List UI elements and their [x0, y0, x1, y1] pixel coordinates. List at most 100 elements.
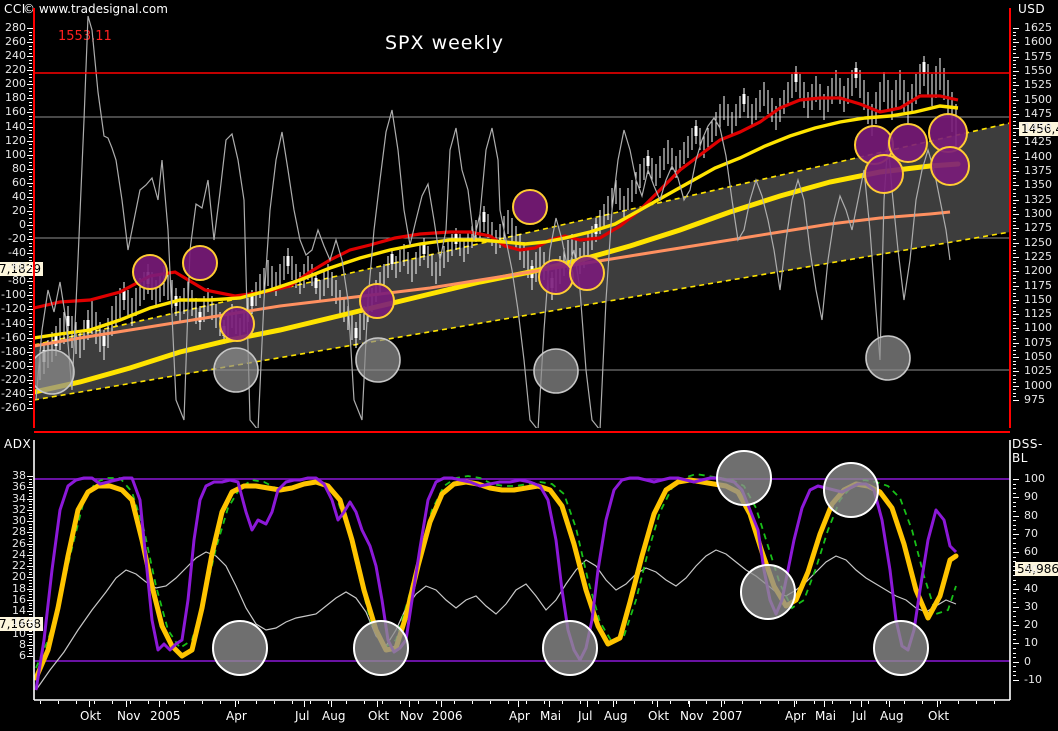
upper-left-minor-tick — [29, 400, 32, 402]
lower-left-tick-label: 24 — [12, 547, 26, 561]
lower-right-minor-tick — [1013, 579, 1016, 581]
upper-left-tick-mark — [27, 154, 33, 156]
upper-right-tick-label: 1625 — [1024, 21, 1052, 34]
upper-left-minor-tick — [29, 369, 32, 371]
upper-left-tick-label: 260 — [5, 35, 26, 49]
xaxis-tick-label: Aug — [604, 709, 628, 723]
xaxis-minor-tick — [400, 701, 401, 704]
upper-right-minor-tick — [1013, 346, 1016, 348]
lower-left-minor-tick — [29, 540, 32, 542]
upper-left-tick-label: -160 — [1, 330, 26, 344]
upper-right-minor-tick — [1013, 53, 1016, 55]
lower-right-tick-label: 30 — [1024, 599, 1038, 613]
upper-left-minor-tick — [29, 151, 32, 153]
upper-left-minor-tick — [29, 386, 32, 388]
upper-left-tick-label: -80 — [8, 274, 26, 288]
xaxis-minor-tick — [202, 701, 203, 704]
dss-purple-line — [34, 476, 958, 691]
upper-right-minor-tick — [1013, 292, 1016, 294]
upper-left-tick-mark — [27, 337, 33, 339]
upper-left-minor-tick — [29, 119, 32, 121]
upper-right-tick-mark — [1013, 99, 1019, 101]
lower-panel-plot — [34, 450, 1010, 691]
upper-left-minor-tick — [29, 147, 32, 149]
lower-left-minor-tick — [29, 616, 32, 618]
lower-left-minor-tick — [29, 608, 32, 610]
upper-right-minor-tick — [1013, 117, 1016, 119]
upper-left-tick-mark — [27, 379, 33, 381]
upper-left-minor-tick — [29, 49, 32, 51]
xaxis-tick-mark — [824, 701, 825, 707]
xaxis-tick-label: 2006 — [432, 709, 463, 723]
lower-right-minor-tick — [1013, 565, 1016, 567]
upper-left-tick-label: 240 — [5, 49, 26, 63]
upper-right-tick-label: 1575 — [1024, 49, 1052, 63]
lower-right-tick-mark — [1013, 479, 1019, 480]
xaxis-tick-label: 2007 — [712, 709, 743, 723]
lower-left-tick-mark — [27, 554, 33, 556]
upper-left-tick-label: -40 — [8, 246, 26, 260]
lower-left-minor-tick — [29, 518, 32, 520]
upper-right-tick-label: 1225 — [1024, 249, 1052, 263]
upper-left-tick-mark — [27, 239, 33, 241]
xaxis-tick-label: Mai — [540, 709, 562, 723]
xaxis-minor-tick — [886, 701, 887, 704]
lower-left-minor-tick — [29, 636, 32, 638]
upper-left-tick-mark — [27, 168, 33, 170]
lower-right-minor-tick — [1013, 638, 1016, 640]
upper-left-minor-tick — [29, 161, 32, 163]
upper-right-tick-label: 1100 — [1024, 321, 1052, 335]
upper-right-minor-tick — [1013, 110, 1016, 112]
xaxis-tick-mark — [89, 701, 90, 707]
regression-channel-fill — [34, 123, 1010, 400]
xaxis-minor-tick — [382, 701, 383, 704]
lower-left-minor-tick — [29, 605, 32, 607]
upper-right-minor-tick — [1013, 35, 1016, 37]
lower-left-tick-mark — [27, 532, 33, 534]
upper-left-minor-tick — [29, 372, 32, 374]
upper-right-minor-tick — [1013, 188, 1016, 190]
lower-left-minor-tick — [29, 650, 32, 652]
lower-right-minor-tick — [1013, 506, 1016, 508]
xaxis-minor-tick — [472, 701, 473, 704]
upper-left-minor-tick — [29, 38, 32, 40]
xaxis-tick-mark — [613, 701, 614, 707]
upper-left-minor-tick — [29, 341, 32, 343]
upper-right-minor-tick — [1013, 353, 1016, 355]
upper-left-tick-mark — [27, 408, 33, 409]
xaxis-minor-tick — [904, 701, 905, 704]
xaxis-tick-mark — [721, 701, 722, 707]
xaxis-tick-label: Okt — [928, 709, 950, 723]
upper-left-minor-tick — [29, 327, 32, 329]
upper-left-tick-mark — [27, 323, 33, 325]
upper-right-tick-mark — [1013, 142, 1019, 144]
upper-left-tick-label: 100 — [5, 147, 26, 161]
lower-left-tick-label: 26 — [12, 536, 26, 550]
xaxis-minor-tick — [76, 701, 77, 704]
upper-left-tick-label: 140 — [5, 119, 26, 133]
lower-left-minor-tick — [29, 653, 32, 655]
upper-right-minor-tick — [1013, 196, 1016, 198]
xaxis-minor-tick — [490, 701, 491, 704]
lower-left-minor-tick — [29, 504, 32, 506]
lower-left-tick-mark — [27, 588, 33, 590]
lower-right-minor-tick — [1013, 501, 1016, 503]
upper-right-minor-tick — [1013, 339, 1016, 341]
xaxis-tick-label: Jul — [852, 709, 867, 723]
upper-right-minor-tick — [1013, 303, 1016, 305]
upper-right-minor-tick — [1013, 317, 1016, 319]
upper-right-tick-label: 1325 — [1024, 192, 1052, 206]
lower-right-tick-mark — [1013, 643, 1019, 645]
upper-left-minor-tick — [29, 80, 32, 82]
upper-left-tick-mark — [27, 28, 33, 29]
lower-left-tick-mark — [27, 622, 33, 624]
lower-left-tick-label: 16 — [12, 592, 26, 606]
upper-right-minor-tick — [1013, 49, 1016, 51]
upper-left-minor-tick — [29, 123, 32, 124]
lower-left-tick-label: 22 — [12, 559, 26, 572]
upper-right-minor-tick — [1013, 364, 1016, 366]
xaxis-minor-tick — [526, 701, 527, 704]
xaxis-tick-label: Nov — [400, 709, 424, 723]
upper-left-tick-label: -260 — [1, 401, 26, 414]
